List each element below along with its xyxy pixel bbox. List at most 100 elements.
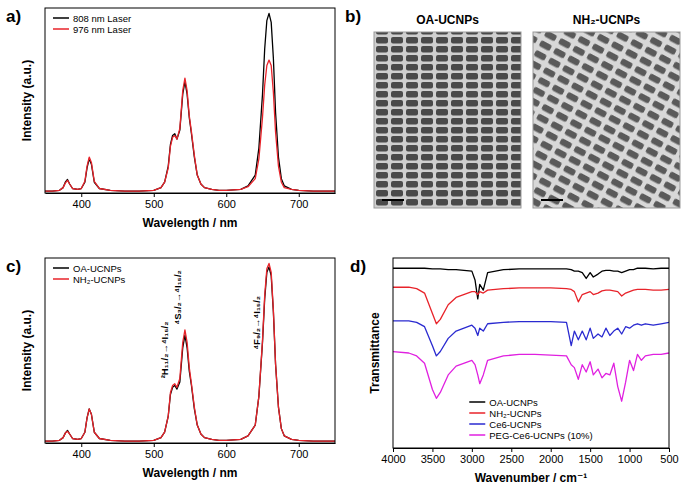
legend-swatch bbox=[469, 423, 485, 425]
transition-label: ⁴S₃/₂→⁴I₁₅/₂ bbox=[172, 270, 183, 324]
x-tick-mark bbox=[299, 443, 300, 447]
x-tick: 2000 bbox=[539, 448, 563, 465]
x-axis: 400 500 600 700 bbox=[46, 193, 336, 210]
x-tick-label: 2000 bbox=[539, 453, 563, 465]
x-tick-mark bbox=[432, 448, 433, 452]
x-tick-mark bbox=[299, 193, 300, 197]
legend: OA-UCNPsNH₂-UCNPsCe6-UCNPsPEG-Ce6-UCNPs … bbox=[469, 397, 592, 441]
panel-label: d) bbox=[350, 257, 366, 276]
legend-label: Ce6-UCNPs bbox=[489, 419, 542, 430]
legend-label: PEG-Ce6-UCNPs (10%) bbox=[489, 430, 592, 441]
legend-swatch bbox=[469, 434, 485, 436]
y-axis-title: Intensity (a.u.) bbox=[20, 310, 34, 391]
x-tick: 500 bbox=[145, 443, 163, 460]
x-tick-mark bbox=[81, 443, 82, 447]
spectrum-line bbox=[393, 287, 669, 324]
y-axis-title: Transmittance bbox=[368, 312, 382, 394]
legend-label: OA-UCNPs bbox=[489, 397, 538, 408]
x-tick: 600 bbox=[218, 193, 236, 210]
legend-swatch bbox=[469, 412, 485, 414]
x-tick-mark bbox=[393, 448, 394, 452]
legend: OA-UCNPsNH₂-UCNPs bbox=[53, 263, 125, 285]
y-axis-title: Intensity (a.u.) bbox=[20, 60, 34, 141]
x-axis-title: Wavelength / nm bbox=[143, 466, 238, 480]
legend-label: 976 nm Laser bbox=[73, 24, 131, 35]
scale-bar bbox=[382, 199, 404, 201]
plot-lines bbox=[45, 13, 335, 191]
legend-swatch bbox=[53, 28, 69, 30]
x-tick: 1500 bbox=[578, 448, 602, 465]
x-tick-label: 3000 bbox=[460, 453, 484, 465]
x-tick-mark bbox=[472, 448, 473, 452]
x-tick: 500 bbox=[660, 448, 678, 465]
x-tick: 2500 bbox=[500, 448, 524, 465]
x-tick: 700 bbox=[290, 193, 308, 210]
transition-label: ²H₁₁/₂→⁴I₁₅/₂ bbox=[159, 322, 170, 379]
x-tick: 500 bbox=[145, 193, 163, 210]
x-tick-label: 1500 bbox=[578, 453, 602, 465]
x-tick-label: 700 bbox=[290, 448, 308, 460]
legend-item: 808 nm Laser bbox=[53, 13, 131, 24]
plot-frame bbox=[393, 258, 669, 448]
x-tick-label: 600 bbox=[218, 198, 236, 210]
tem-image bbox=[374, 32, 521, 208]
x-tick-label: 500 bbox=[145, 198, 163, 210]
x-tick-label: 1000 bbox=[618, 453, 642, 465]
x-tick-mark bbox=[154, 443, 155, 447]
legend: 808 nm Laser976 nm Laser bbox=[53, 13, 131, 35]
tem-image bbox=[533, 32, 680, 208]
spectrum-line bbox=[45, 60, 335, 191]
x-tick-label: 500 bbox=[145, 448, 163, 460]
panel: OA-UCNPsNH₂-UCNPs bbox=[374, 13, 680, 208]
x-tick-mark bbox=[154, 193, 155, 197]
spectrum-line bbox=[393, 268, 669, 299]
plot-lines bbox=[45, 263, 335, 441]
x-tick: 600 bbox=[218, 443, 236, 460]
legend-item: Ce6-UCNPs bbox=[469, 419, 542, 430]
spectrum-line bbox=[45, 263, 335, 441]
legend-item: 976 nm Laser bbox=[53, 24, 131, 35]
x-tick: 3000 bbox=[460, 448, 484, 465]
image-label: NH₂-UCNPs bbox=[573, 13, 641, 27]
x-tick-mark bbox=[590, 448, 591, 452]
x-tick: 4000 bbox=[381, 448, 405, 465]
plot-lines bbox=[393, 268, 669, 401]
panel-label: b) bbox=[345, 7, 361, 26]
legend-swatch bbox=[469, 401, 485, 403]
plot-frame bbox=[45, 8, 335, 193]
x-tick-mark bbox=[81, 193, 82, 197]
x-tick: 400 bbox=[73, 443, 91, 460]
panel: 400500600700Wavelength / nmIntensity (a.… bbox=[20, 8, 336, 230]
figure: a) 400 500 600 700 Wavelength / nm Intensity (… bbox=[0, 0, 685, 487]
spectrum-line bbox=[393, 352, 669, 402]
x-tick: 400 bbox=[73, 193, 91, 210]
legend-swatch bbox=[53, 17, 69, 19]
legend-swatch bbox=[53, 278, 69, 280]
legend-label: NH₂-UCNPs bbox=[73, 274, 125, 285]
legend-item: OA-UCNPs bbox=[53, 263, 122, 274]
x-tick-mark bbox=[511, 448, 512, 452]
x-tick: 700 bbox=[290, 443, 308, 460]
legend-label: OA-UCNPs bbox=[73, 263, 122, 274]
x-tick-mark bbox=[669, 448, 670, 452]
panel: 400 500 600 700 Wavelength / nm Intensity (a.… bbox=[20, 258, 336, 480]
transition-label: ⁴F₉/₂→⁴I₁₅/₂ bbox=[251, 296, 262, 350]
x-axis-line bbox=[46, 193, 336, 194]
legend-item: OA-UCNPs bbox=[469, 397, 538, 408]
plot-frame bbox=[45, 258, 335, 443]
x-axis: 4000 3500 3000 2500 2000 1500 1000 500 bbox=[381, 448, 678, 465]
x-tick-label: 3500 bbox=[421, 453, 445, 465]
x-tick-label: 2500 bbox=[500, 453, 524, 465]
spectrum-line bbox=[45, 13, 335, 191]
x-tick-label: 500 bbox=[660, 453, 678, 465]
x-tick-label: 400 bbox=[73, 448, 91, 460]
legend-label: 808 nm Laser bbox=[73, 13, 131, 24]
x-axis-line bbox=[46, 443, 336, 444]
x-tick-label: 4000 bbox=[381, 453, 405, 465]
x-tick-mark bbox=[226, 443, 227, 447]
spectrum-line bbox=[45, 267, 335, 441]
x-tick-label: 600 bbox=[218, 448, 236, 460]
x-tick: 1000 bbox=[618, 448, 642, 465]
x-tick: 3500 bbox=[421, 448, 445, 465]
panel-label: a) bbox=[6, 7, 21, 26]
